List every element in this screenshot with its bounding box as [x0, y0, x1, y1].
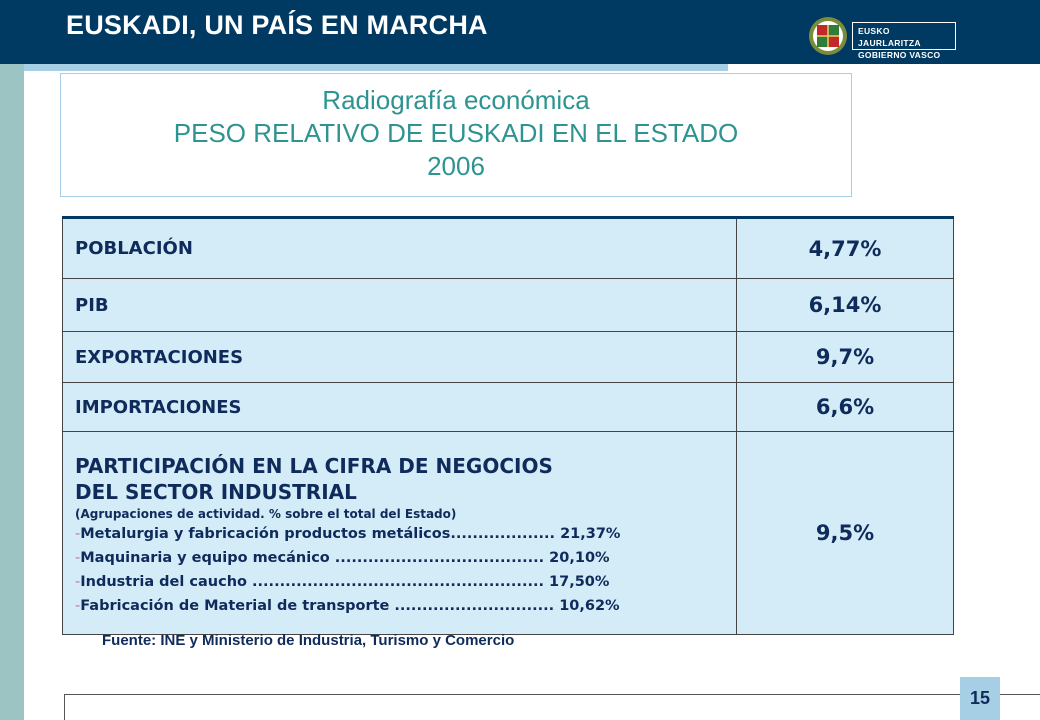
header-accent-line	[0, 64, 728, 71]
row-label: POBLACIÓN	[62, 216, 737, 279]
row-label: PIB	[62, 278, 737, 332]
industry-title: PARTICIPACIÓN EN LA CIFRA DE NEGOCIOS DE…	[75, 449, 735, 505]
table-row-industry: PARTICIPACIÓN EN LA CIFRA DE NEGOCIOS DE…	[62, 431, 954, 635]
list-dash: -	[75, 573, 81, 590]
industry-value: 9,5%	[736, 431, 954, 635]
logo-line-spanish: GOBIERNO VASCO	[858, 50, 941, 60]
logo-wordmark: EUSKO JAURLARITZA GOBIERNO VASCO	[852, 22, 956, 60]
footer-rule	[64, 694, 1040, 695]
table-row: EXPORTACIONES 9,7%	[62, 331, 954, 383]
table-row: POBLACIÓN 4,77%	[62, 216, 954, 279]
slide-title: Radiografía económica	[322, 85, 590, 115]
list-dash: -	[75, 549, 81, 566]
left-decorative-strip	[0, 64, 24, 720]
source-note: Fuente: INE y Ministerio de Industria, T…	[102, 632, 515, 649]
row-label: EXPORTACIONES	[62, 331, 737, 383]
coat-of-arms-icon	[809, 17, 847, 55]
economic-weight-table: POBLACIÓN 4,77% PIB 6,14% EXPORTACIONES …	[62, 216, 954, 635]
list-dash: -	[75, 597, 81, 614]
industry-item: -Metalurgia y fabricación productos metá…	[75, 522, 735, 546]
slide-title-box: Radiografía económica PESO RELATIVO DE E…	[60, 73, 852, 197]
row-label: IMPORTACIONES	[62, 382, 737, 432]
gobierno-vasco-logo: EUSKO JAURLARITZA GOBIERNO VASCO	[806, 16, 961, 60]
industry-item: -Fabricación de Material de transporte .…	[75, 594, 735, 618]
list-dash: -	[75, 525, 81, 542]
industry-item: -Industria del caucho ..................…	[75, 570, 735, 594]
industry-item: -Maquinaria y equipo mecánico ..........…	[75, 546, 735, 570]
industry-title-line1: PARTICIPACIÓN EN LA CIFRA DE NEGOCIOS	[75, 453, 553, 478]
table-row: IMPORTACIONES 6,6%	[62, 382, 954, 432]
industry-note: (Agrupaciones de actividad. % sobre el t…	[75, 506, 457, 521]
industry-item-text: Fabricación de Material de transporte ..…	[80, 597, 620, 614]
row-value: 6,6%	[736, 382, 954, 432]
industry-cell: PARTICIPACIÓN EN LA CIFRA DE NEGOCIOS DE…	[62, 431, 737, 635]
logo-line-basque: EUSKO JAURLARITZA	[858, 26, 921, 48]
slide-year: 2006	[427, 151, 485, 181]
industry-title-line2: DEL SECTOR INDUSTRIAL	[75, 479, 357, 504]
row-value: 4,77%	[736, 216, 954, 279]
row-value: 6,14%	[736, 278, 954, 332]
industry-item-text: Metalurgia y fabricación productos metál…	[80, 525, 621, 542]
header-bar: EUSKADI, UN PAÍS EN MARCHA EUSKO JAURLAR…	[0, 0, 1040, 64]
slide-subtitle: PESO RELATIVO DE EUSKADI EN EL ESTADO	[173, 118, 739, 148]
table-row: PIB 6,14%	[62, 278, 954, 332]
page-number: 15	[960, 677, 1000, 720]
industry-item-text: Maquinaria y equipo mecánico ...........…	[80, 549, 610, 566]
footer-rule-vertical	[64, 694, 65, 720]
row-value: 9,7%	[736, 331, 954, 383]
industry-item-text: Industria del caucho ...................…	[80, 573, 610, 590]
presentation-title: EUSKADI, UN PAÍS EN MARCHA	[66, 10, 488, 40]
